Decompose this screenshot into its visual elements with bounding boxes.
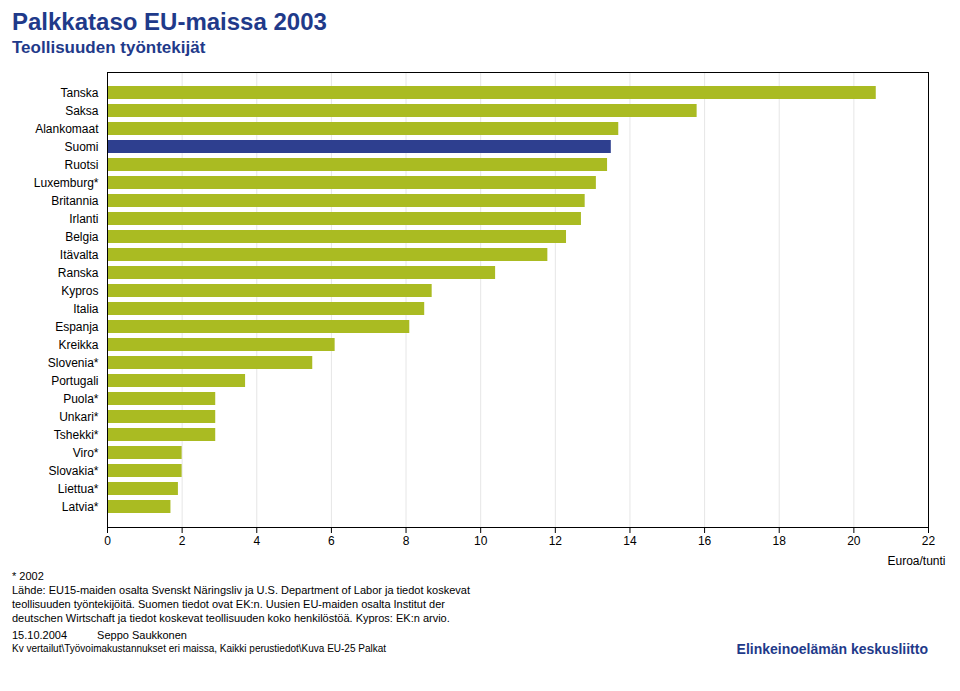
html-text:Teollisuuden työntekijät: Teollisuuden työntekijät xyxy=(12,38,206,57)
svg-text:Luxemburg*: Luxemburg* xyxy=(34,176,99,190)
svg-text:Italia: Italia xyxy=(73,302,99,316)
svg-text:Espanja: Espanja xyxy=(55,320,99,334)
svg-text:20: 20 xyxy=(847,534,861,548)
svg-text:Portugali: Portugali xyxy=(51,374,98,388)
svg-text:Slovakia*: Slovakia* xyxy=(48,464,98,478)
svg-text:Alankomaat: Alankomaat xyxy=(35,122,99,136)
html-text:Elinkeinoelämän keskusliitto: Elinkeinoelämän keskusliitto xyxy=(736,641,928,657)
svg-text:22: 22 xyxy=(922,534,936,548)
html-text:15.10.2004: 15.10.2004 xyxy=(12,629,68,641)
svg-text:8: 8 xyxy=(403,534,410,548)
svg-text:Ruotsi: Ruotsi xyxy=(64,158,98,172)
svg-text:Liettua*: Liettua* xyxy=(58,482,99,496)
svg-text:Saksa: Saksa xyxy=(65,104,99,118)
svg-text:Itävalta: Itävalta xyxy=(60,248,99,262)
svg-text:Suomi: Suomi xyxy=(64,140,98,154)
svg-text:Kreikka: Kreikka xyxy=(58,338,98,352)
svg-text:16: 16 xyxy=(698,534,712,548)
svg-text:18: 18 xyxy=(773,534,787,548)
svg-text:4: 4 xyxy=(253,534,260,548)
html-text:Kv vertailut\Työvoimakustannuk: Kv vertailut\Työvoimakustannukset eri ma… xyxy=(12,643,387,654)
svg-text:Tshekki*: Tshekki* xyxy=(54,428,99,442)
svg-text:10: 10 xyxy=(474,534,488,548)
svg-text:Unkari*: Unkari* xyxy=(59,410,99,424)
svg-text:Belgia: Belgia xyxy=(65,230,99,244)
svg-text:6: 6 xyxy=(328,534,335,548)
svg-text:14: 14 xyxy=(623,534,637,548)
svg-text:2: 2 xyxy=(179,534,186,548)
html-text:deutschen Wirtschaft ja tiedot: deutschen Wirtschaft ja tiedot koskevat … xyxy=(12,612,450,624)
svg-text:Euroa/tunti: Euroa/tunti xyxy=(887,554,945,568)
svg-text:Irlanti: Irlanti xyxy=(69,212,98,226)
html-text:Seppo Saukkonen: Seppo Saukkonen xyxy=(97,629,187,641)
svg-text:Tanska: Tanska xyxy=(60,86,98,100)
svg-text:12: 12 xyxy=(549,534,563,548)
svg-text:Puola*: Puola* xyxy=(63,392,99,406)
html-text:teollisuuden työntekijöitä. Su: teollisuuden työntekijöitä. Suomen tiedo… xyxy=(12,598,445,610)
html-text:Lähde: EU15-maiden osalta Sven: Lähde: EU15-maiden osalta Svenskt Näring… xyxy=(12,584,470,596)
html-text:Palkkataso EU-maissa 2003: Palkkataso EU-maissa 2003 xyxy=(12,8,327,35)
svg-text:0: 0 xyxy=(104,534,111,548)
svg-text:Ranska: Ranska xyxy=(58,266,99,280)
svg-text:Kypros: Kypros xyxy=(61,284,98,298)
svg-text:Latvia*: Latvia* xyxy=(62,500,99,514)
svg-text:Viro*: Viro* xyxy=(73,446,99,460)
svg-text:Slovenia*: Slovenia* xyxy=(48,356,99,370)
html-text:* 2002: * 2002 xyxy=(12,570,44,582)
svg-text:Britannia: Britannia xyxy=(51,194,99,208)
